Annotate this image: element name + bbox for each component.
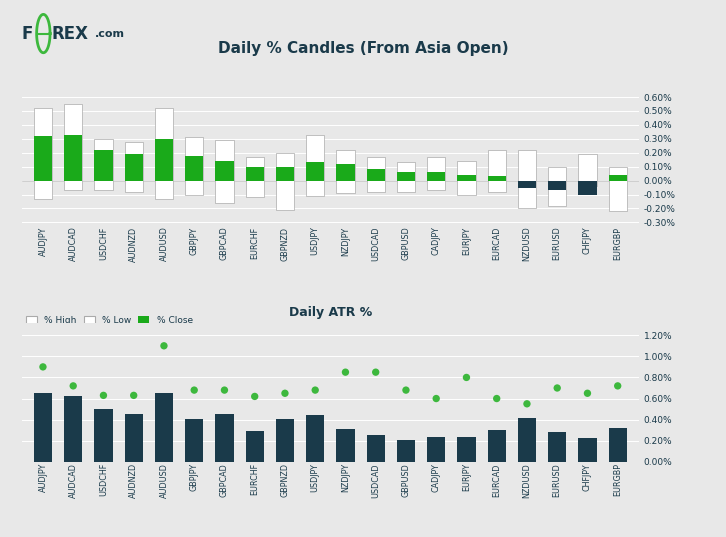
Point	[521, 400, 533, 408]
Text: .com: .com	[94, 28, 124, 39]
Point	[552, 384, 563, 393]
Bar	[548, 166, 566, 206]
Bar	[397, 440, 415, 462]
Bar	[336, 429, 354, 462]
Bar	[125, 154, 143, 180]
Point	[612, 382, 624, 390]
Text: Daily % Candles (From Asia Open): Daily % Candles (From Asia Open)	[218, 41, 508, 56]
Bar	[245, 166, 264, 180]
Point	[189, 386, 200, 394]
Bar	[276, 418, 294, 462]
Bar	[427, 172, 445, 180]
Point	[37, 362, 49, 371]
Bar	[608, 175, 627, 180]
Bar	[185, 137, 203, 194]
Point	[158, 342, 170, 350]
Bar	[94, 139, 113, 190]
Bar	[579, 154, 597, 186]
Bar	[94, 150, 113, 180]
Point	[219, 386, 230, 394]
Bar	[125, 142, 143, 192]
Point	[431, 394, 442, 403]
Bar	[579, 180, 597, 194]
Text: F: F	[22, 25, 33, 42]
Point	[461, 373, 473, 382]
Bar	[457, 175, 476, 180]
Bar	[548, 180, 566, 190]
Bar	[518, 150, 536, 208]
Bar	[155, 139, 173, 180]
Bar	[336, 164, 354, 180]
Bar	[367, 436, 385, 462]
Bar	[125, 415, 143, 462]
Bar	[518, 180, 536, 187]
Bar	[427, 157, 445, 190]
Title: Daily ATR %: Daily ATR %	[289, 306, 372, 318]
Point	[68, 382, 79, 390]
Point	[97, 391, 110, 400]
Bar	[397, 172, 415, 180]
Point	[249, 392, 261, 401]
Bar	[367, 157, 385, 192]
Bar	[34, 136, 52, 180]
Bar	[64, 104, 82, 190]
Bar	[306, 135, 325, 196]
Bar	[608, 166, 627, 211]
Point	[309, 386, 321, 394]
Bar	[427, 437, 445, 462]
Bar	[34, 108, 52, 199]
Legend: % High, % Low, % Close: % High, % Low, % Close	[26, 316, 192, 325]
Point	[128, 391, 139, 400]
Bar	[216, 415, 234, 462]
Bar	[608, 428, 627, 462]
Point	[491, 394, 502, 403]
Bar	[245, 431, 264, 462]
Bar	[457, 437, 476, 462]
Bar	[216, 161, 234, 180]
Bar	[518, 418, 536, 462]
Bar	[336, 150, 354, 193]
Bar	[488, 430, 506, 462]
Bar	[306, 163, 325, 180]
Point	[340, 368, 351, 376]
Bar	[548, 432, 566, 462]
Bar	[306, 416, 325, 462]
Bar	[367, 170, 385, 180]
Bar	[34, 393, 52, 462]
Bar	[185, 418, 203, 462]
Bar	[488, 177, 506, 180]
Point	[280, 389, 291, 397]
Bar	[276, 166, 294, 180]
Bar	[245, 157, 264, 197]
Bar	[488, 150, 506, 192]
Bar	[94, 409, 113, 462]
Bar	[185, 156, 203, 180]
Bar	[397, 163, 415, 192]
Bar	[64, 396, 82, 462]
Point	[370, 368, 382, 376]
Bar	[276, 153, 294, 210]
Bar	[216, 140, 234, 203]
Bar	[64, 135, 82, 180]
Bar	[579, 438, 597, 462]
Bar	[155, 393, 173, 462]
Point	[400, 386, 412, 394]
Bar	[457, 161, 476, 194]
Bar	[155, 108, 173, 199]
Text: REX: REX	[52, 25, 89, 42]
Point	[582, 389, 593, 397]
